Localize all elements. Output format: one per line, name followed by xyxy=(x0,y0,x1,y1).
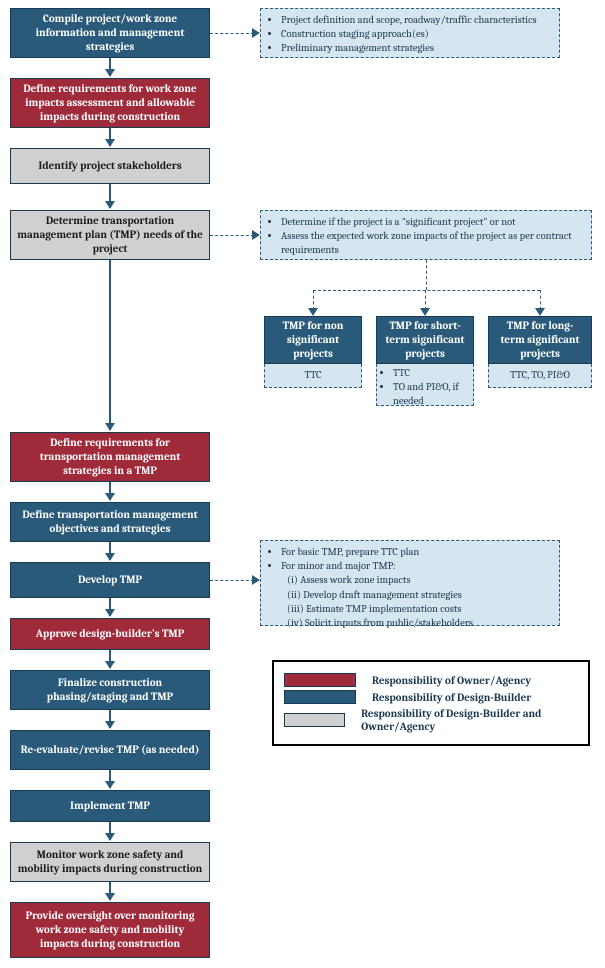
arrow xyxy=(109,58,111,76)
arrow xyxy=(109,770,111,788)
step-identify-stakeholders: Identify project stakeholders xyxy=(10,148,210,184)
step-define-tmp-strategy-req: Define requirements for transportation m… xyxy=(10,432,210,482)
arrow xyxy=(109,650,111,668)
dash-connector xyxy=(210,580,254,581)
legend-swatch-gray xyxy=(284,713,345,727)
note1-item3: Preliminary management strategies xyxy=(281,41,553,55)
step-approve-tmp: Approve design-builder's TMP xyxy=(10,618,210,650)
dash-arrowhead xyxy=(252,28,260,38)
tmp-non-significant-sub: TTC xyxy=(264,364,362,388)
dash-branch xyxy=(313,290,540,291)
dash-arrowhead xyxy=(535,308,545,316)
arrow xyxy=(109,184,111,208)
dash-connector xyxy=(210,235,254,236)
step-oversight: Provide oversight over monitoring work z… xyxy=(10,902,210,958)
dash-arrowhead xyxy=(420,308,430,316)
step-finalize-phasing: Finalize construction phasing/staging an… xyxy=(10,670,210,710)
note1-item2: Construction staging approach(es) xyxy=(281,27,553,41)
arrow xyxy=(109,128,111,146)
arrow xyxy=(109,710,111,728)
arrow xyxy=(109,598,111,616)
tmp-non-significant: TMP for non significant projects xyxy=(264,316,362,364)
note3-sub1: (i) Assess work zone impacts xyxy=(287,573,553,587)
legend-row-both: Responsibility of Design-Builder and Own… xyxy=(284,707,578,733)
tmp-short-sub-2: TO and PI&O, if needed xyxy=(393,380,471,408)
step-reevaluate-tmp: Re-evaluate/revise TMP (as needed) xyxy=(10,730,210,770)
tmp-short-sub-1: TTC xyxy=(393,366,471,380)
dash-branch xyxy=(313,290,314,310)
note3-item2: For minor and major TMP: xyxy=(281,559,553,573)
legend-swatch-blue xyxy=(284,690,356,704)
note1-item1: Project definition and scope, roadway/tr… xyxy=(281,13,553,27)
dash-branch xyxy=(426,260,427,290)
arrow xyxy=(109,260,111,430)
legend-label-builder: Responsibility of Design-Builder xyxy=(372,691,531,704)
legend-row-owner: Responsibility of Owner/Agency xyxy=(284,673,578,687)
dash-branch xyxy=(540,290,541,310)
step-define-wz-req: Define requirements for work zone impact… xyxy=(10,78,210,128)
step-monitor-wz: Monitor work zone safety and mobility im… xyxy=(10,842,210,882)
note3-sub3: (iii) Estimate TMP implementation costs xyxy=(287,602,553,616)
dash-connector xyxy=(210,33,254,34)
arrow xyxy=(109,882,111,900)
arrow xyxy=(109,542,111,560)
legend-row-builder: Responsibility of Design-Builder xyxy=(284,690,578,704)
dash-arrowhead xyxy=(252,575,260,585)
note-compile-info: Project definition and scope, roadway/tr… xyxy=(260,8,560,58)
step-determine-tmp-needs: Determine transportation management plan… xyxy=(10,210,210,260)
legend-label-both: Responsibility of Design-Builder and Own… xyxy=(361,707,578,733)
note3-sub2: (ii) Develop draft management strategies xyxy=(287,588,553,602)
legend-swatch-red xyxy=(284,673,356,687)
tmp-long-term-sub: TTC, TO, PI&O xyxy=(488,364,592,388)
tmp-short-term: TMP for short-term significant projects xyxy=(376,316,474,364)
arrow xyxy=(109,482,111,500)
note2-item1: Determine if the project is a "significa… xyxy=(281,215,585,229)
arrow xyxy=(109,822,111,840)
tmp-long-term: TMP for long-term significant projects xyxy=(488,316,592,364)
note2-item2: Assess the expected work zone impacts of… xyxy=(281,229,585,257)
dash-branch xyxy=(425,290,426,310)
legend: Responsibility of Owner/Agency Responsib… xyxy=(272,660,590,746)
step-implement-tmp: Implement TMP xyxy=(10,790,210,822)
dash-arrowhead xyxy=(252,230,260,240)
note3-item1: For basic TMP, prepare TTC plan xyxy=(281,545,553,559)
legend-label-owner: Responsibility of Owner/Agency xyxy=(372,674,531,687)
dash-arrowhead xyxy=(308,308,318,316)
tmp-short-term-sub: TTC TO and PI&O, if needed xyxy=(376,364,474,406)
step-develop-tmp: Develop TMP xyxy=(10,562,210,598)
step-compile-info: Compile project/work zone information an… xyxy=(10,8,210,58)
step-define-objectives: Define transportation management objecti… xyxy=(10,502,210,542)
note-develop-tmp: For basic TMP, prepare TTC plan For mino… xyxy=(260,540,560,626)
note-determine-tmp: Determine if the project is a "significa… xyxy=(260,210,592,260)
note3-sub4: (iv) Solicit inputs from public/stakehol… xyxy=(287,616,553,630)
